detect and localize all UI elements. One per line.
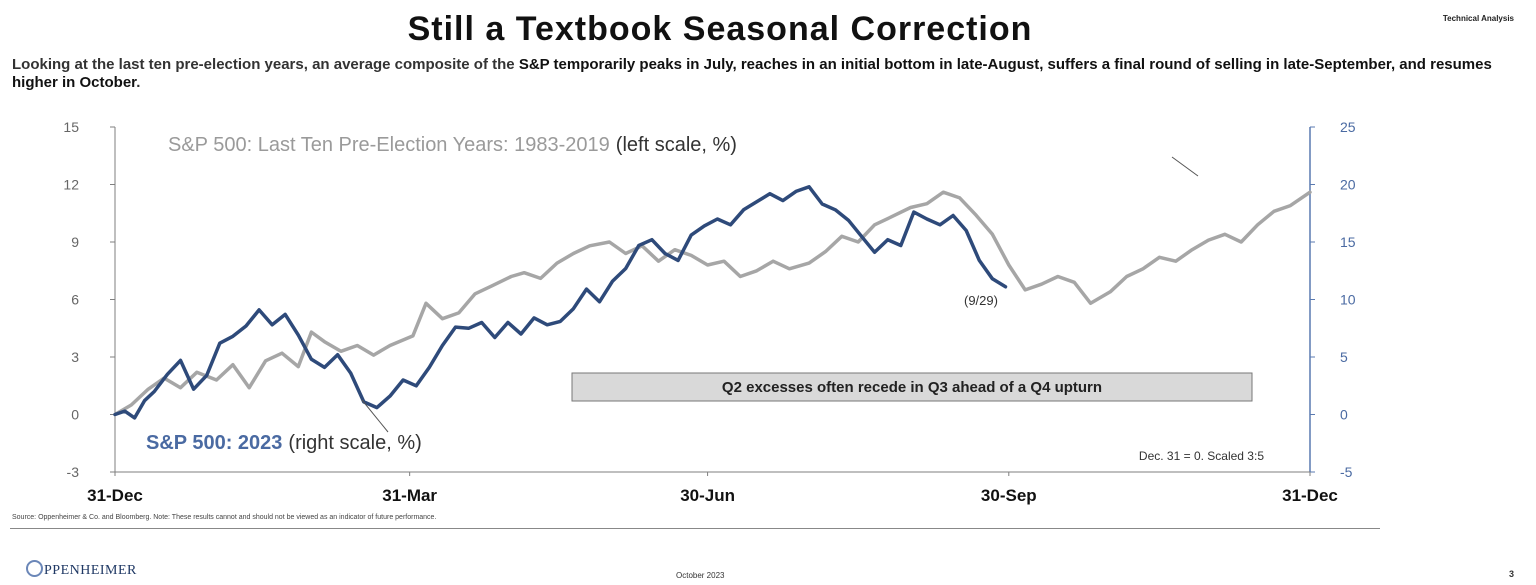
company-logo: PPENHEIMER [26, 560, 137, 579]
series-line-pre-election-composite [113, 190, 1312, 417]
left-axis-tick-label: 12 [63, 177, 79, 193]
left-axis-tick-label: 3 [71, 349, 79, 365]
subtitle-highlight: S&P temporarily peaks in July, reaches i… [12, 56, 1492, 91]
left-axis-tick-label: 0 [71, 407, 79, 423]
x-axis-tick-label: 31-Dec [87, 486, 143, 505]
right-axis-tick-label: 20 [1340, 177, 1356, 193]
scaling-note: Dec. 31 = 0. Scaled 3:5 [1139, 449, 1264, 463]
x-axis-tick-label: 30-Sep [981, 486, 1037, 505]
series-line-sp500-2023 [113, 185, 1008, 420]
right-axis-tick-label: 0 [1340, 407, 1348, 423]
right-axis-tick-label: 10 [1340, 292, 1356, 308]
gray-series-label: S&P 500: Last Ten Pre-Election Years: 19… [168, 134, 737, 156]
footer-divider [10, 528, 1380, 529]
blue-series-scale: (right scale, %) [288, 432, 421, 454]
logo-text: PPENHEIMER [44, 563, 137, 578]
gray-series-name: S&P 500: Last Ten Pre-Election Years: 19… [168, 134, 610, 156]
blue-label-pointer [361, 399, 389, 433]
blue-series-name: S&P 500: 2023 [146, 432, 282, 454]
x-axis-tick-label: 31-Dec [1282, 486, 1338, 505]
subtitle: Looking at the last ten pre-election yea… [12, 56, 1512, 92]
left-axis-tick-label: -3 [67, 464, 80, 480]
source-footnote: Source: Oppenheimer & Co. and Bloomberg.… [12, 514, 437, 521]
right-axis-tick-label: 15 [1340, 234, 1356, 250]
left-axis-tick-label: 9 [71, 234, 79, 250]
section-tag: Technical Analysis [1442, 14, 1514, 23]
callout-text: Q2 excesses often recede in Q3 ahead of … [722, 379, 1102, 396]
subtitle-tail: . [136, 74, 141, 91]
logo-ring-icon [26, 560, 43, 577]
page-title: Still a Textbook Seasonal Correction [407, 10, 1033, 48]
right-axis-tick-label: 5 [1340, 349, 1348, 365]
x-axis-tick-label: 30-Jun [680, 486, 735, 505]
right-axis-tick-label: 25 [1340, 119, 1356, 135]
blue-series-label: S&P 500: 2023 (right scale, %) [146, 432, 422, 454]
left-axis-tick-label: 6 [71, 292, 79, 308]
subtitle-lead: Looking at the last ten pre-election yea… [12, 56, 519, 73]
footer-date: October 2023 [676, 571, 725, 580]
gray-label-pointer [1171, 156, 1199, 177]
page-number: 3 [1508, 569, 1514, 579]
x-axis-tick-label: 31-Mar [382, 486, 437, 505]
date-marker-label: (9/29) [964, 293, 998, 308]
gray-series-scale: (left scale, %) [616, 134, 737, 156]
callout-box [571, 372, 1253, 402]
left-axis-tick-label: 15 [63, 119, 79, 135]
right-axis-tick-label: -5 [1340, 464, 1353, 480]
